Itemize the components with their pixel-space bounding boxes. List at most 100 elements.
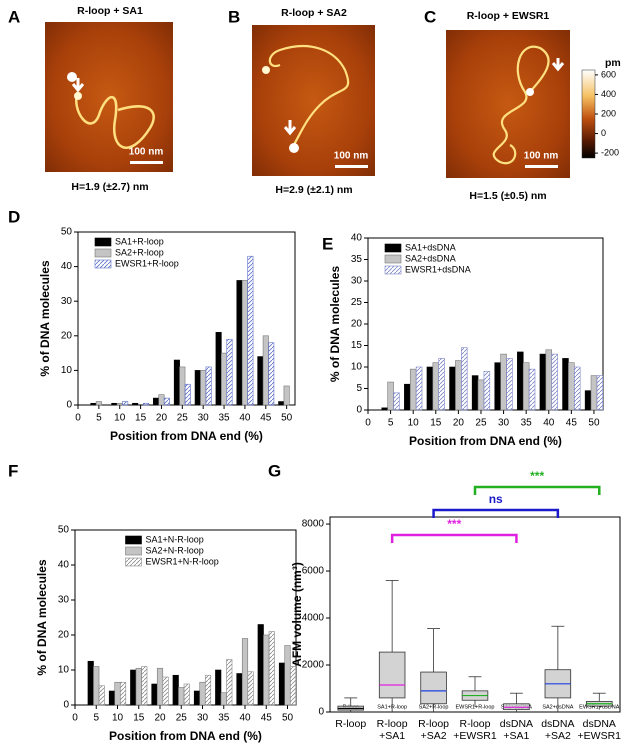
- colorbar-unit: pm: [605, 57, 621, 69]
- y-tick-label: 20: [61, 330, 73, 341]
- y-tick-label: 40: [58, 560, 70, 571]
- y-tick-label: 50: [61, 227, 73, 238]
- bar: [268, 631, 275, 706]
- legend-swatch: [94, 248, 112, 258]
- bar: [393, 392, 400, 411]
- bar: [193, 690, 201, 706]
- x-tick-label: 35: [521, 418, 533, 429]
- y-tick-label: 30: [58, 595, 70, 606]
- y-tick-label: 4000: [302, 613, 325, 624]
- y-tick-label: 6000: [302, 566, 325, 577]
- y-tick-label: 35: [351, 254, 363, 265]
- x-tick-label: 40: [239, 713, 251, 724]
- x-tick-label: 20: [154, 713, 166, 724]
- bar: [132, 402, 139, 406]
- bar: [199, 681, 206, 706]
- x-tick-label: 50: [588, 418, 600, 429]
- bar: [241, 280, 248, 406]
- bar: [221, 352, 228, 406]
- bar: [432, 362, 440, 411]
- y-tick-label: 0: [356, 405, 362, 416]
- bar: [551, 353, 558, 411]
- image-title: R-loop + EWSR1: [467, 10, 550, 22]
- y-tick-label: 25: [351, 297, 363, 308]
- legend-label: SA2+N-R-loop: [146, 545, 204, 555]
- y-tick-label: 8000: [302, 519, 325, 530]
- y-axis-label: % of DNA molecules: [35, 559, 49, 676]
- x-tick-label: dsDNA +SA2: [541, 718, 574, 742]
- bar: [268, 342, 275, 406]
- x-tick-label: 5: [96, 413, 102, 424]
- y-tick-label: 40: [61, 261, 73, 272]
- bar: [247, 255, 254, 406]
- bar: [173, 359, 180, 406]
- bar: [283, 385, 290, 406]
- y-tick-label: 20: [58, 630, 70, 641]
- panel-letter: B: [228, 7, 240, 26]
- y-axis-label: % of DNA molecules: [38, 260, 52, 377]
- bar: [522, 362, 530, 411]
- bar: [590, 375, 598, 411]
- legend-label: EWSR1+N-R-loop: [146, 556, 219, 566]
- panel-letter: G: [268, 461, 281, 480]
- bar: [236, 280, 243, 406]
- x-tick-label: 45: [566, 418, 578, 429]
- y-tick-label: 15: [351, 340, 363, 351]
- x-tick-label: 30: [197, 713, 209, 724]
- x-tick-label: R-loop +SA2: [418, 718, 449, 742]
- panel-letter: A: [8, 7, 20, 26]
- afm-image-b: [252, 25, 375, 176]
- significance-bracket: [473, 485, 601, 495]
- bar: [415, 366, 423, 411]
- bar: [278, 401, 285, 406]
- height-label: H=1.5 (±0.5) nm: [469, 190, 546, 202]
- bar: [500, 353, 507, 411]
- bar: [178, 687, 185, 706]
- x-tick-label: R-loop +EWSR1: [453, 718, 497, 742]
- bar: [262, 335, 269, 406]
- x-tick-label: 5: [93, 713, 99, 724]
- bar: [545, 349, 553, 411]
- box: [420, 671, 447, 705]
- bar: [568, 362, 575, 411]
- y-tick-label: 5: [356, 383, 362, 394]
- image-title: R-loop + SA2: [281, 7, 347, 19]
- x-tick-label: 40: [239, 413, 251, 424]
- x-tick-label: 10: [112, 713, 124, 724]
- afm-image-c: [446, 30, 570, 178]
- legend-swatch: [125, 535, 142, 545]
- bar: [506, 358, 513, 411]
- legend-label: SA2+R-loop: [115, 247, 164, 257]
- panel-letter: F: [8, 461, 18, 480]
- bar: [98, 685, 105, 706]
- bar: [162, 676, 169, 706]
- legend-label: EWSR1+R-loop: [115, 258, 179, 268]
- x-axis-label: Position from DNA end (%): [109, 729, 262, 743]
- bar: [528, 368, 536, 411]
- y-tick-label: 0: [66, 400, 72, 411]
- x-tick-label: 25: [176, 713, 188, 724]
- x-tick-label: 0: [365, 418, 371, 429]
- bar: [184, 383, 191, 406]
- y-tick-label: 10: [351, 362, 363, 373]
- legend-swatch: [94, 237, 112, 247]
- bar: [226, 659, 233, 706]
- x-tick-label: 50: [282, 713, 294, 724]
- x-axis-label: Position from DNA end (%): [409, 434, 562, 448]
- y-tick-label: 30: [351, 276, 363, 287]
- x-tick-label: dsDNA +SA1: [500, 718, 533, 742]
- legend-label: SA1+dsDNA: [405, 242, 456, 252]
- bar: [90, 402, 97, 406]
- x-tick-label: dsDNA +EWSR1: [578, 718, 622, 742]
- x-tick-label: 20: [453, 418, 465, 429]
- panel-letter: E: [322, 234, 333, 253]
- bar: [477, 379, 485, 411]
- y-tick-label: 50: [58, 525, 70, 536]
- bar: [183, 683, 190, 706]
- colorbar-tick-label: -200: [601, 147, 619, 157]
- bar: [205, 366, 212, 406]
- colorbar-tick-label: 600: [601, 69, 616, 79]
- x-tick-label: 0: [75, 413, 81, 424]
- bar: [449, 366, 456, 411]
- legend-swatch: [125, 546, 142, 556]
